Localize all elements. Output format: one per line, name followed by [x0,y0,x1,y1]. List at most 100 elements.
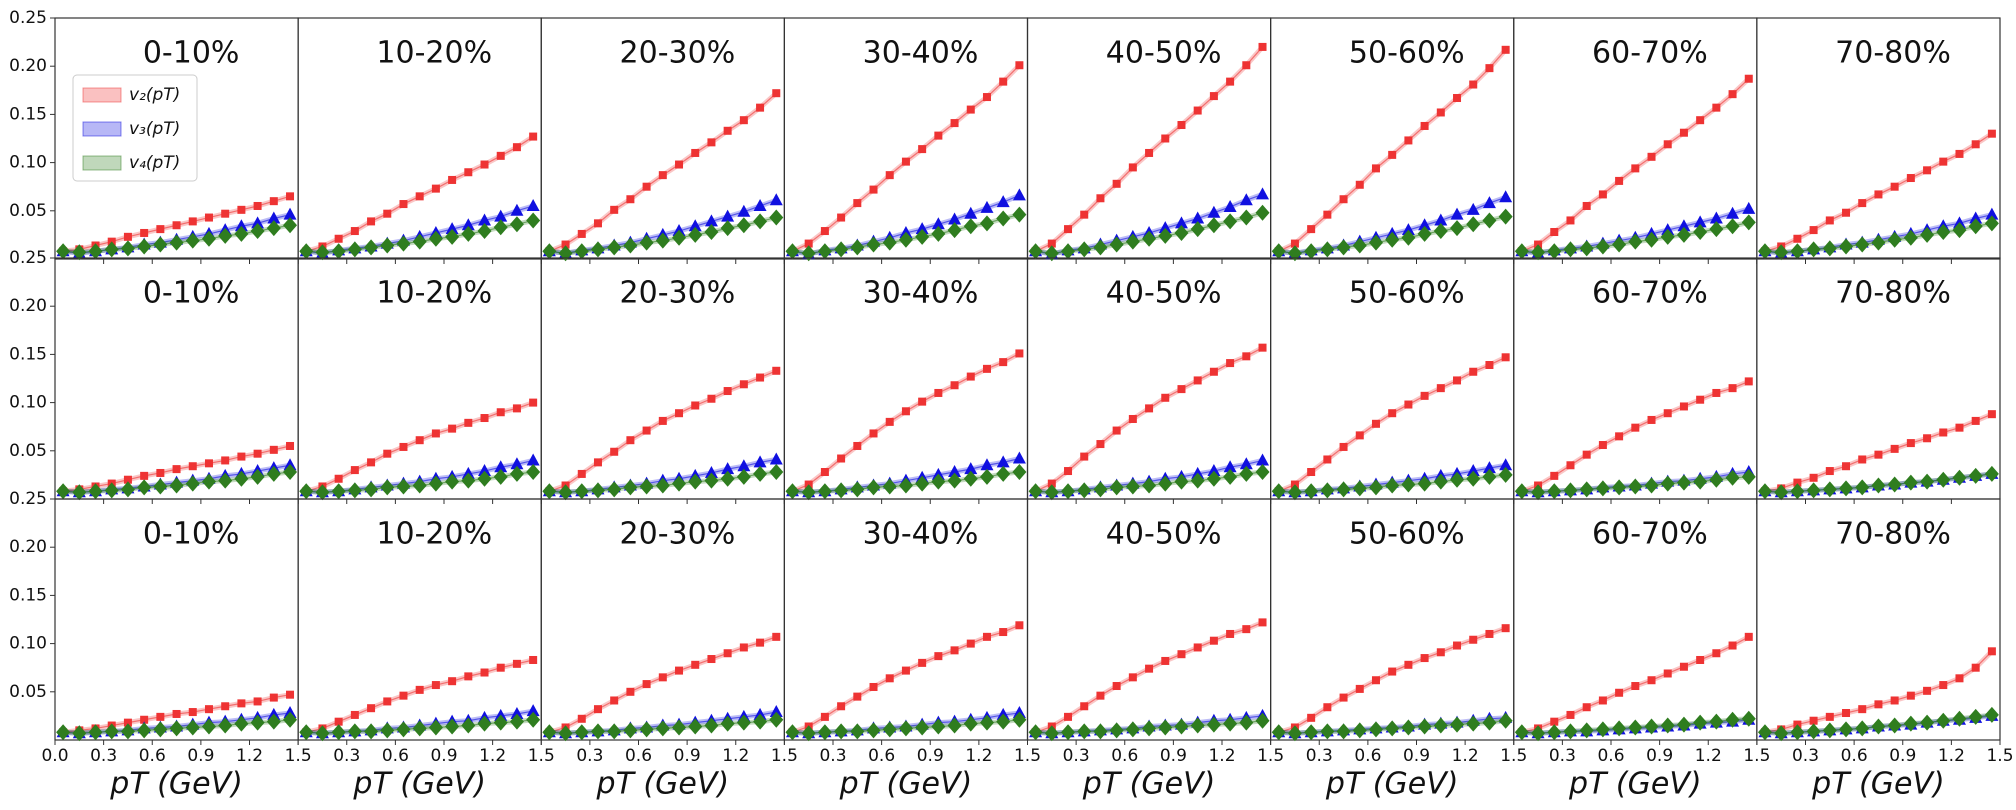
v4-marker [817,724,832,741]
v2-marker [1647,415,1656,424]
v4-marker [1676,226,1691,243]
v4-marker [704,717,719,734]
v4-marker [1774,484,1789,501]
v2-marker [1388,150,1397,159]
v2-marker [901,407,910,416]
v2-marker [1485,64,1494,73]
v4-marker [1547,483,1562,500]
v2-marker [756,103,765,112]
v2-marker [1939,157,1948,166]
x-tick-label: 1.2 [1938,746,1965,766]
v4-marker [1352,722,1367,739]
v4-marker [250,714,265,731]
v2-marker [1631,682,1640,691]
v3-marker [1466,202,1480,215]
v3-marker [1482,461,1496,474]
v3-marker [1499,458,1513,471]
v2-marker [1939,428,1948,437]
panel-title: 0-10% [143,276,240,311]
v4-marker [1984,465,1999,482]
v3-marker [980,458,994,471]
v2-marker [1339,693,1348,702]
v4-marker [882,721,897,738]
v2-marker [237,699,246,708]
v2-marker [561,240,570,249]
v2-marker [1971,663,1980,672]
v2-marker [1550,228,1559,237]
v4-marker [931,473,946,490]
v2-marker [675,160,684,169]
v4-marker [1239,714,1254,731]
v2-marker [1307,225,1316,234]
v4-marker [1952,469,1967,486]
v4-marker [850,723,865,740]
v4-marker [412,720,427,737]
v4-marker [477,715,492,732]
panel-title: 20-30% [620,276,736,311]
v4-marker [1336,481,1351,498]
v3-marker [737,204,751,217]
v4-marker [1385,720,1400,737]
v4-marker [1514,243,1529,260]
v2-marker [1631,164,1640,173]
v4-marker [1223,715,1238,732]
v3-marker [494,209,508,222]
v2-marker [140,471,149,480]
v3-marker [1207,464,1221,477]
v3-marker [1239,457,1253,470]
x-tick-label: 0.6 [139,746,166,766]
v2-marker [1696,655,1705,664]
v4-marker [1531,244,1546,261]
v2-marker [1874,700,1883,709]
y-tick-label: 0.10 [9,393,47,413]
x-tick-label: 1.5 [285,746,312,766]
x-axis-label: pT (GeV) [839,767,973,802]
v2-marker [1971,140,1980,149]
v4-marker [1920,714,1935,731]
v2-marker [691,401,700,410]
v2-marker [626,436,635,445]
v2-marker [1712,388,1721,397]
v4-marker [834,241,849,258]
v4-marker [720,220,735,237]
v2-marker [885,171,894,180]
v4-marker [1839,721,1854,738]
v3-marker [1709,211,1723,224]
v3-marker [1012,451,1026,464]
v4-marker [1044,245,1059,262]
v4-marker [1239,209,1254,226]
v4-marker [979,714,994,731]
v2-marker [1436,648,1445,657]
v2-marker [1923,166,1932,175]
v4-marker [364,481,379,498]
v4-marker [672,475,687,492]
v4-marker [866,236,881,253]
panel-title: 50-60% [1349,276,1465,311]
panel-title: 10-20% [376,36,492,71]
v4-marker [1595,238,1610,255]
v2-marker [658,673,667,682]
v4-marker [1693,714,1708,731]
v4-marker [963,715,978,732]
v4-marker [639,234,654,251]
v4-marker [1903,229,1918,246]
v2-marker [1388,409,1397,418]
v4-marker [347,241,362,258]
panel-title: 40-50% [1106,276,1222,311]
v4-marker [1563,482,1578,499]
v4-marker [1433,473,1448,490]
v2-marker [723,387,732,396]
v2-marker [853,441,862,450]
v4-marker [104,723,119,740]
v2-marker [1939,681,1948,690]
v2-marker [577,229,586,238]
v4-marker [623,237,638,254]
v2-marker [1112,682,1121,691]
v4-marker [266,713,281,730]
v4-marker [1660,717,1675,734]
v2-marker [1582,201,1591,210]
panel-title: 0-10% [143,36,240,71]
v2-marker [918,658,927,667]
v4-marker [1255,712,1270,729]
x-tick-label: 0.3 [333,746,360,766]
